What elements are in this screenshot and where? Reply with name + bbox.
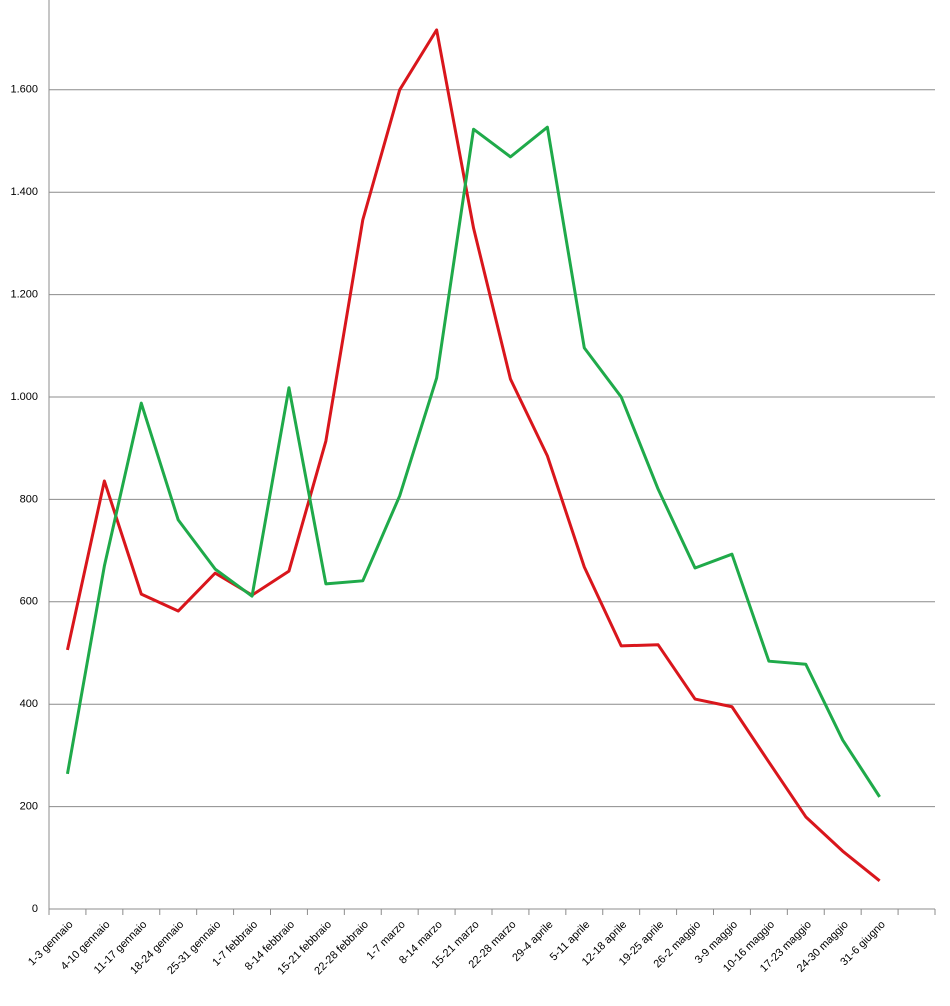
- y-tick-label: 200: [20, 801, 38, 813]
- y-tick-label: 0: [32, 903, 38, 915]
- y-tick-label: 1.200: [10, 289, 38, 301]
- line-series: [65, 125, 881, 798]
- y-tick-label: 800: [20, 493, 38, 505]
- y-tick-label: 400: [20, 698, 38, 710]
- line-series: [65, 28, 881, 883]
- y-tick-label: 1.000: [10, 391, 38, 403]
- y-tick-label: 1.400: [10, 186, 38, 198]
- y-tick-label: 1.600: [10, 84, 38, 96]
- y-tick-label: 600: [20, 596, 38, 608]
